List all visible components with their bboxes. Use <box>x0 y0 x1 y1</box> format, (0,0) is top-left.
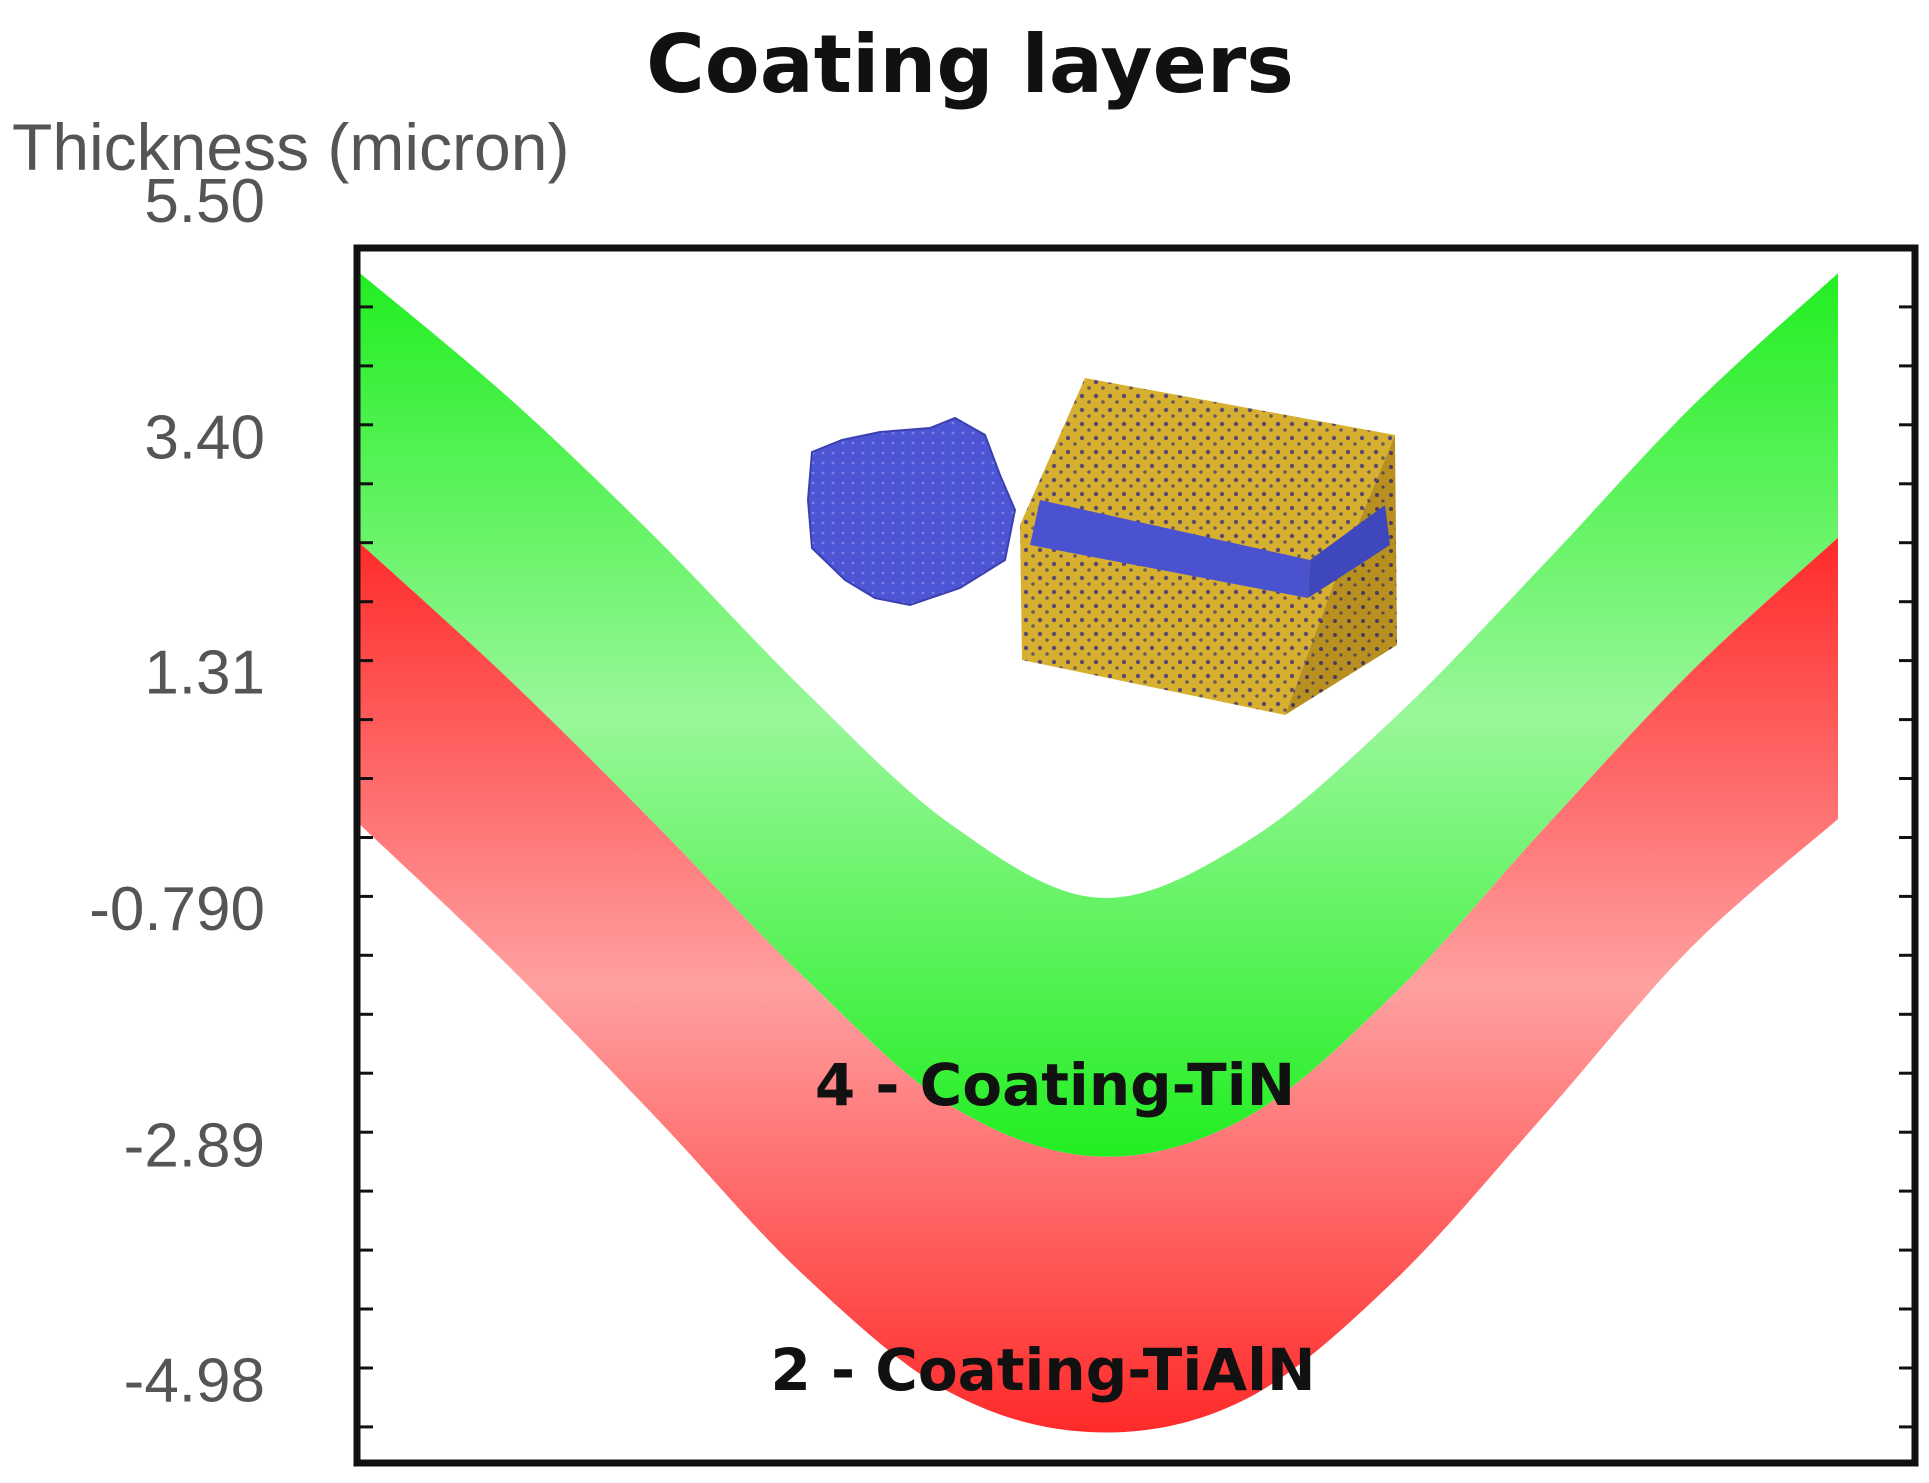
band-label-tin: 4 - Coating-TiN <box>815 1051 1295 1119</box>
band-tin <box>360 273 1838 1157</box>
y-tick-label: 1.31 <box>144 639 265 708</box>
coated-insert-mesh-icon <box>806 378 1397 715</box>
y-tick-label: 3.40 <box>144 403 265 472</box>
y-tick-label: -2.89 <box>124 1111 265 1180</box>
y-axis-label: Thickness (micron) <box>12 110 569 184</box>
chart-title: Coating layers <box>646 18 1294 111</box>
y-tick-label: -4.98 <box>124 1347 265 1416</box>
y-tick-label: -0.790 <box>89 875 265 944</box>
y-tick-label: 5.50 <box>144 167 265 236</box>
y-axis-ticks: 5.50 3.40 1.31 -0.790 -2.89 -4.98 <box>89 167 1915 1429</box>
band-label-tialn: 2 - Coating-TiAlN <box>770 1336 1315 1404</box>
band-tialn <box>360 537 1838 1433</box>
plot-frame <box>353 244 1919 1467</box>
coating-bands <box>360 273 1838 1433</box>
